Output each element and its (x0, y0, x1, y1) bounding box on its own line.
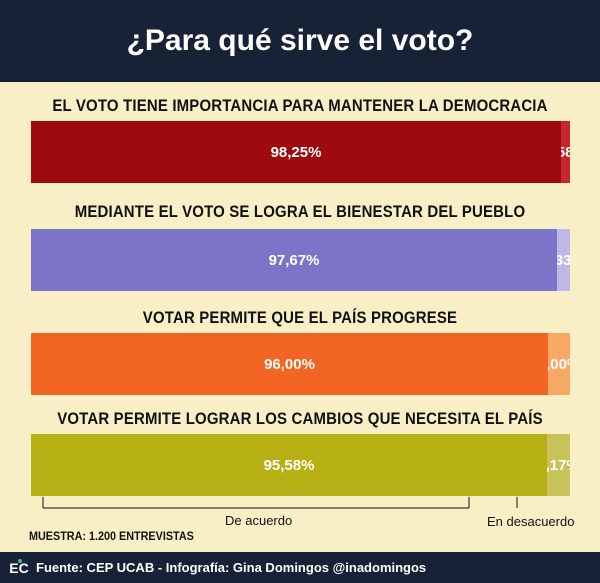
disagree-value-label: 4,17% (547, 456, 570, 474)
disagree-bar: 4,17% (547, 434, 570, 496)
bar-row: 98,25% 1,58% (31, 121, 570, 183)
agree-value-label: 98,25% (270, 143, 322, 161)
question-title: EL VOTO TIENE IMPORTANCIA PARA MANTENER … (52, 96, 548, 115)
disagree-value-label: 2,33% (557, 251, 570, 269)
agree-bar: 95,58% (31, 434, 547, 496)
bar-row: 95,58% 4,17% (31, 434, 570, 496)
agree-value-label: 95,58% (263, 456, 315, 474)
footer-credits: Fuente: CEP UCAB - Infografía: Gina Domi… (36, 560, 427, 575)
disagree-value-label: 4,00% (548, 355, 570, 373)
legend-disagree-label: En desacuerdo (487, 514, 575, 529)
bar-row: 97,67% 2,33% (31, 229, 570, 291)
agree-bracket (42, 497, 518, 509)
question-title: VOTAR PERMITE LOGRAR LOS CAMBIOS QUE NEC… (57, 409, 543, 428)
header-banner: ¿Para qué sirve el voto? (0, 0, 600, 82)
agree-bar: 98,25% (31, 121, 561, 183)
agree-bar: 96,00% (31, 333, 548, 395)
bar-row: 96,00% 4,00% (31, 333, 570, 395)
legend-agree-label: De acuerdo (225, 513, 293, 528)
page-title: ¿Para qué sirve el voto? (126, 24, 474, 57)
ec-logo-icon: EC (8, 558, 30, 577)
question-title: VOTAR PERMITE QUE EL PAÍS PROGRESE (142, 308, 458, 327)
disagree-value-label: 1,58% (561, 143, 570, 161)
disagree-bar: 2,33% (557, 229, 570, 291)
footer-bar: EC Fuente: CEP UCAB - Infografía: Gina D… (0, 552, 600, 583)
agree-bar: 97,67% (31, 229, 557, 291)
agree-value-label: 97,67% (268, 251, 320, 269)
question-title: MEDIANTE EL VOTO SE LOGRA EL BIENESTAR D… (74, 202, 526, 221)
logo-text: EC (9, 559, 29, 576)
sample-note: MUESTRA: 1.200 ENTREVISTAS (29, 529, 194, 543)
disagree-bar: 4,00% (548, 333, 570, 395)
agree-value-label: 96,00% (264, 355, 315, 373)
disagree-bar: 1,58% (561, 121, 570, 183)
logo-dot (18, 558, 22, 563)
